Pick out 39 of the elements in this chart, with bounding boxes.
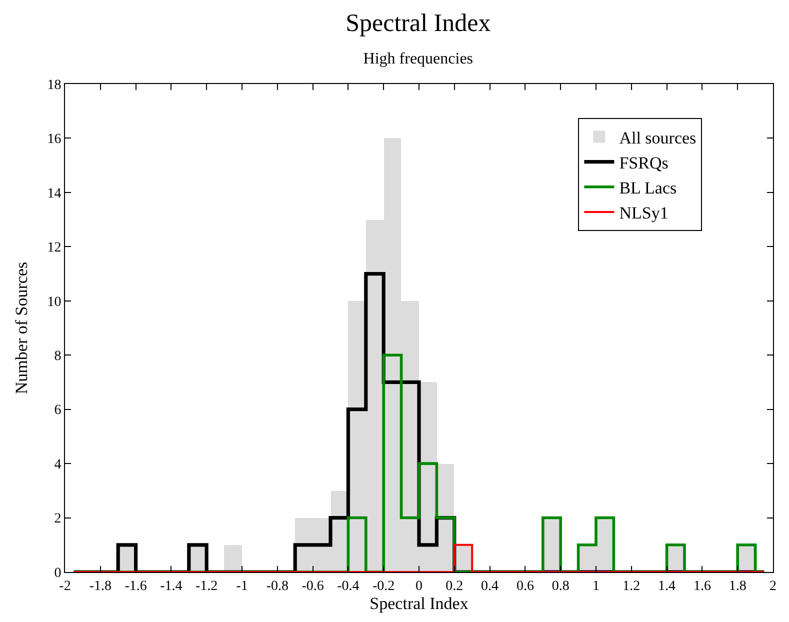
legend-label: FSRQs — [619, 153, 668, 172]
x-tick-label: 2 — [770, 578, 776, 594]
y-tick-label: 8 — [54, 349, 62, 364]
y-tick-label: 10 — [47, 294, 62, 310]
y-tick-label: 2 — [54, 512, 62, 527]
x-tick-label: 1.4 — [658, 578, 676, 594]
x-tick-label: -1.2 — [196, 578, 218, 594]
y-axis-title: Number of Sources — [12, 262, 31, 394]
y-tick-label: 6 — [54, 403, 62, 418]
x-tick-label: 1.2 — [622, 578, 640, 594]
x-tick-label: 1.8 — [728, 578, 746, 594]
x-tick-label: -1.6 — [124, 578, 147, 594]
legend-label: BL Lacs — [619, 178, 677, 198]
legend-label: NLSy1 — [619, 204, 668, 223]
x-tick-label: -1 — [236, 578, 248, 594]
x-tick-label: -1.8 — [89, 578, 112, 594]
x-tick-label: 0.2 — [446, 578, 464, 594]
chart-title: Spectral Index — [346, 10, 492, 38]
x-tick-label: -2 — [59, 578, 71, 594]
x-tick-label: 1 — [592, 578, 600, 594]
y-tick-label: 18 — [47, 78, 62, 93]
x-tick-label: 0 — [416, 578, 422, 594]
x-tick-label: -1.4 — [160, 578, 182, 594]
x-tick-label: -0.8 — [266, 578, 288, 594]
y-tick-label: 0 — [54, 566, 62, 581]
y-tick-label: 14 — [47, 186, 62, 202]
x-tick-label: -0.4 — [337, 578, 360, 594]
chart-subtitle: High frequencies — [363, 50, 474, 68]
x-axis-title: Spectral Index — [370, 594, 469, 613]
x-tick-label: 0.6 — [516, 578, 534, 594]
x-tick-label: 0.4 — [481, 578, 499, 594]
y-tick-label: 16 — [47, 132, 62, 148]
legend-label: All sources — [619, 128, 696, 148]
x-tick-label: 0.8 — [552, 578, 570, 594]
x-tick-label: -0.2 — [372, 578, 395, 594]
y-tick-label: 12 — [47, 240, 62, 256]
y-tick-label: 4 — [54, 457, 62, 472]
x-tick-label: -0.6 — [302, 578, 324, 594]
x-tick-label: 1.6 — [693, 578, 711, 594]
